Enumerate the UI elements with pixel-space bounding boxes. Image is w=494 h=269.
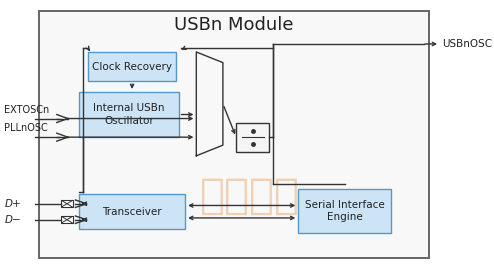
- Bar: [61, 200, 73, 207]
- Bar: [79, 194, 185, 229]
- Text: PLLnOSC: PLLnOSC: [4, 123, 48, 133]
- Text: EXTOSCn: EXTOSCn: [4, 105, 50, 115]
- Text: Transceiver: Transceiver: [102, 207, 162, 217]
- Text: 统一电子: 统一电子: [200, 175, 299, 217]
- Text: USBn Module: USBn Module: [174, 16, 294, 34]
- Text: USBnOSC: USBnOSC: [442, 39, 493, 49]
- Bar: [88, 52, 176, 81]
- Text: Internal USBn
Oscillator: Internal USBn Oscillator: [93, 103, 165, 126]
- Bar: [61, 216, 73, 224]
- Bar: [39, 11, 429, 258]
- Polygon shape: [196, 52, 223, 156]
- Text: Clock Recovery: Clock Recovery: [92, 62, 172, 72]
- Text: Serial Interface
Engine: Serial Interface Engine: [305, 200, 385, 222]
- Text: $D$+: $D$+: [4, 197, 22, 210]
- Bar: [298, 189, 391, 233]
- Bar: [79, 92, 179, 137]
- Bar: [236, 122, 269, 152]
- Text: $D$−: $D$−: [4, 213, 22, 225]
